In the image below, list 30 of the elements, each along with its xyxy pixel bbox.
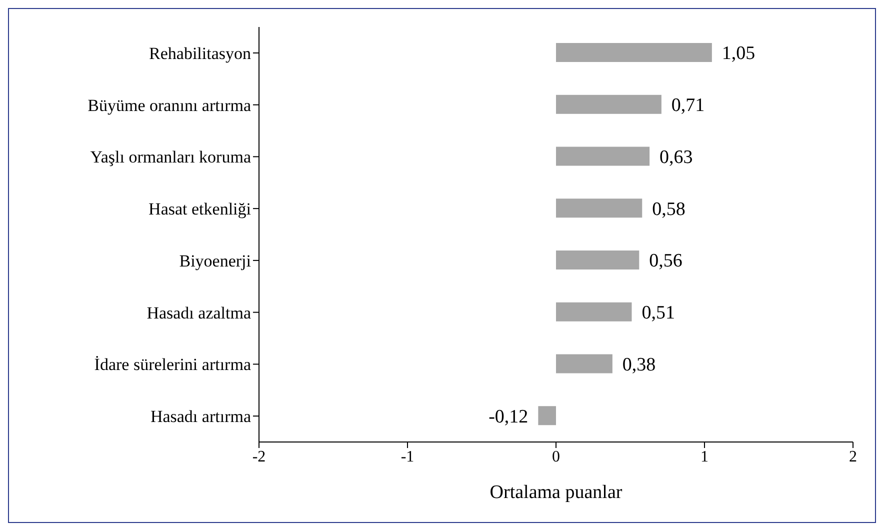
data-label: -0,12 [488, 406, 528, 428]
x-tick-label: -1 [400, 448, 414, 466]
bar [556, 250, 640, 270]
data-label: 0,51 [642, 302, 675, 324]
bar [556, 43, 712, 62]
bar [556, 302, 632, 322]
y-tick-label: Hasadı azaltma [146, 303, 252, 322]
y-tick-label: Hasat etkenliği [148, 200, 252, 219]
data-label: 0,58 [652, 198, 686, 220]
bar [538, 406, 556, 426]
data-label: 0,63 [660, 146, 693, 168]
bar [556, 146, 650, 166]
x-tick-label: -2 [252, 448, 266, 466]
y-tick-label: Yaşlı ormanları koruma [90, 148, 252, 167]
data-label: 1,05 [722, 43, 756, 64]
y-tick-label: Hasadı artırma [150, 407, 252, 426]
bar [556, 198, 642, 218]
x-axis-title: Ortalama puanlar [490, 482, 623, 503]
y-tick-label: Biyoenerji [179, 251, 252, 270]
x-tick-label: 1 [700, 448, 708, 466]
y-tick-label: Büyüme oranını artırma [88, 96, 252, 115]
data-label: 0,71 [671, 95, 705, 116]
bar [556, 354, 612, 374]
x-tick-label: 0 [552, 448, 560, 466]
x-tick-label: 2 [849, 448, 857, 466]
y-tick-label: İdare sürelerini artırma [94, 355, 252, 374]
data-label: 0,56 [649, 250, 682, 272]
data-label: 0,38 [622, 354, 656, 376]
bar [556, 94, 662, 114]
y-tick-label: Rehabilitasyon [149, 44, 252, 63]
